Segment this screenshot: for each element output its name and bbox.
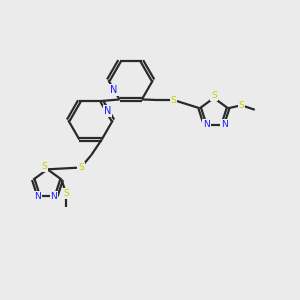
Text: N: N — [34, 192, 40, 201]
Text: S: S — [78, 163, 84, 172]
Text: N: N — [110, 85, 118, 95]
Text: S: S — [238, 101, 244, 110]
Text: S: S — [211, 91, 217, 100]
Text: N: N — [103, 106, 111, 116]
Text: N: N — [221, 120, 227, 129]
Text: N: N — [50, 192, 57, 201]
Text: S: S — [63, 189, 69, 198]
Text: N: N — [203, 120, 210, 129]
Text: S: S — [41, 162, 47, 171]
Text: S: S — [171, 96, 176, 105]
